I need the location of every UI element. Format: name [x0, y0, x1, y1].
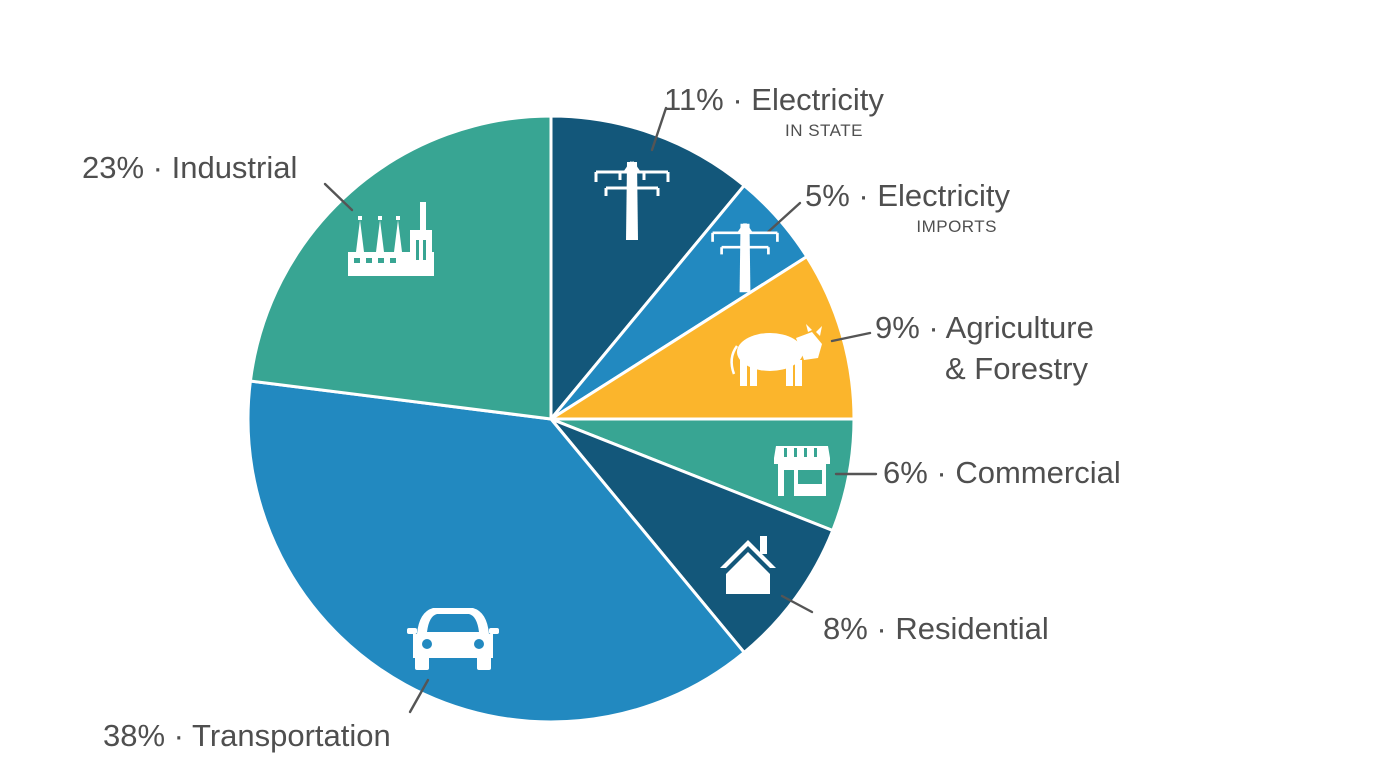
cow-icon [730, 324, 822, 386]
label-industrial: 23% · Industrial [82, 150, 297, 185]
label-agriculture-line2: & Forestry [945, 351, 1088, 386]
storefront-icon [774, 446, 830, 496]
power-tower-icon [711, 223, 779, 293]
leader-electricity-in-state [650, 106, 668, 152]
sublabel-electricity-imports: IMPORTS [916, 217, 997, 236]
house-icon [720, 536, 776, 594]
label-agriculture: 9% · Agriculture [875, 310, 1094, 345]
label-commercial: 6% · Commercial [883, 455, 1121, 490]
leader-lines [323, 106, 878, 714]
label-transportation: 38% · Transportation [103, 718, 391, 753]
leader-residential [780, 594, 814, 614]
pie-slice-transportation [246, 379, 746, 724]
pie-slice-electricity-in-state [549, 114, 746, 421]
pie-slice-residential [549, 417, 835, 654]
leader-electricity-imports [766, 201, 802, 234]
leader-agriculture [830, 331, 872, 343]
pie-slice-agriculture-forestry [549, 255, 856, 421]
leader-industrial [323, 182, 354, 212]
power-tower-icon [594, 161, 670, 240]
leader-transportation [408, 678, 430, 714]
factory-icon [348, 202, 434, 276]
slice-labels: 11% · Electricity IN STATE 5% · Electric… [82, 82, 1121, 753]
slice-icons [348, 161, 830, 670]
car-icon [407, 608, 499, 670]
label-electricity-in-state: 11% · Electricity [664, 82, 884, 117]
sublabel-electricity-in-state: IN STATE [785, 121, 863, 140]
pie-slices [246, 114, 856, 724]
label-residential: 8% · Residential [823, 611, 1049, 646]
label-electricity-imports: 5% · Electricity [805, 178, 1010, 213]
